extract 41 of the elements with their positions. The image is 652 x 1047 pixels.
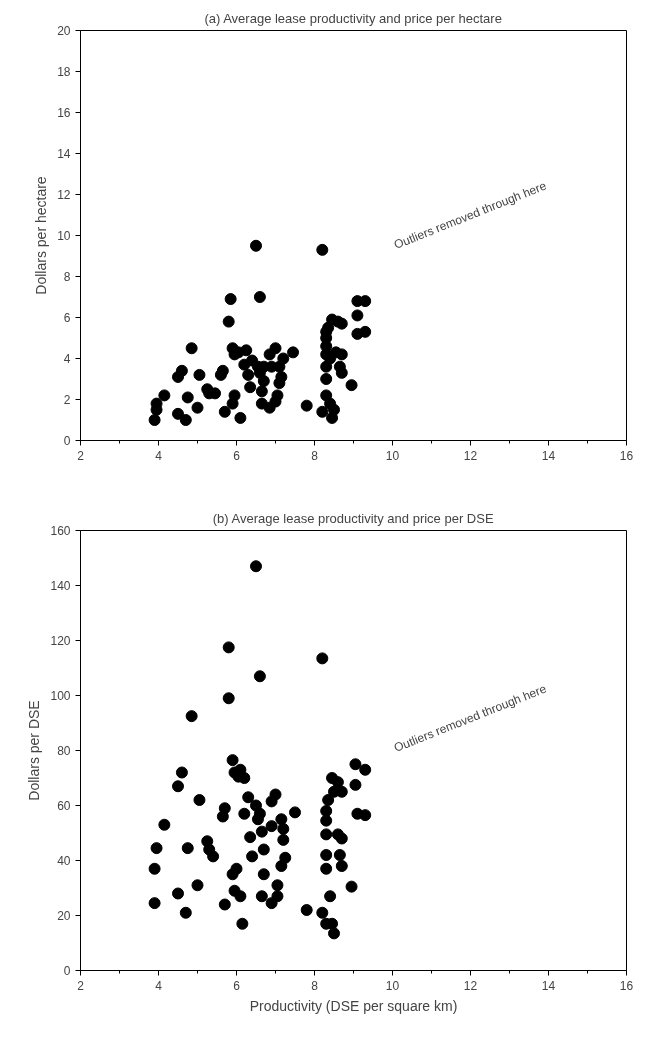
chart-title: (a) Average lease productivity and price per hectare bbox=[204, 10, 502, 26]
y-tick-label: 20 bbox=[57, 24, 71, 38]
y-tick-label: 4 bbox=[63, 352, 71, 366]
x-tick-label: 16 bbox=[619, 978, 634, 993]
y-tick-label: 2 bbox=[63, 393, 71, 407]
y-tick-label: 0 bbox=[63, 964, 71, 978]
y-tick-label: 40 bbox=[57, 854, 71, 868]
y-tick-label: 18 bbox=[57, 65, 71, 79]
x-tick-label: 14 bbox=[541, 448, 556, 463]
y-tick-label: 80 bbox=[57, 744, 71, 758]
x-tick-label: 8 bbox=[311, 448, 319, 463]
y-tick-label: 16 bbox=[57, 106, 71, 120]
chart-title: (b) Average lease productivity and price per DSE bbox=[212, 510, 494, 526]
x-tick-label: 12 bbox=[463, 448, 478, 463]
y-tick-label: 8 bbox=[63, 270, 71, 284]
x-tick-label: 4 bbox=[155, 978, 163, 993]
x-tick-label: 10 bbox=[385, 978, 400, 993]
y-tick-label: 20 bbox=[57, 909, 71, 923]
y-tick-label: 12 bbox=[57, 188, 71, 202]
y-tick-label: 120 bbox=[50, 634, 71, 648]
y-tick-label: 140 bbox=[50, 579, 71, 593]
x-tick-label: 4 bbox=[155, 448, 163, 463]
x-tick-label: 8 bbox=[311, 978, 319, 993]
y-axis-title: Dollars per DSE bbox=[26, 700, 43, 801]
y-axis-title: Dollars per hectare bbox=[33, 176, 50, 295]
y-tick-label: 0 bbox=[63, 434, 71, 448]
x-tick-label: 6 bbox=[233, 978, 241, 993]
x-tick-label: 10 bbox=[385, 448, 400, 463]
y-tick-label: 160 bbox=[50, 524, 71, 538]
x-tick-label: 2 bbox=[77, 978, 85, 993]
x-axis-title: Productivity (DSE per square km) bbox=[249, 997, 458, 1014]
x-tick-label: 14 bbox=[541, 978, 556, 993]
x-tick-label: 16 bbox=[619, 448, 634, 463]
y-tick-label: 6 bbox=[63, 311, 71, 325]
y-tick-label: 14 bbox=[57, 147, 71, 161]
x-tick-label: 12 bbox=[463, 978, 478, 993]
y-tick-label: 60 bbox=[57, 799, 71, 813]
y-tick-label: 100 bbox=[50, 689, 71, 703]
x-tick-label: 2 bbox=[77, 448, 85, 463]
x-tick-label: 6 bbox=[233, 448, 241, 463]
y-tick-label: 10 bbox=[57, 229, 71, 243]
